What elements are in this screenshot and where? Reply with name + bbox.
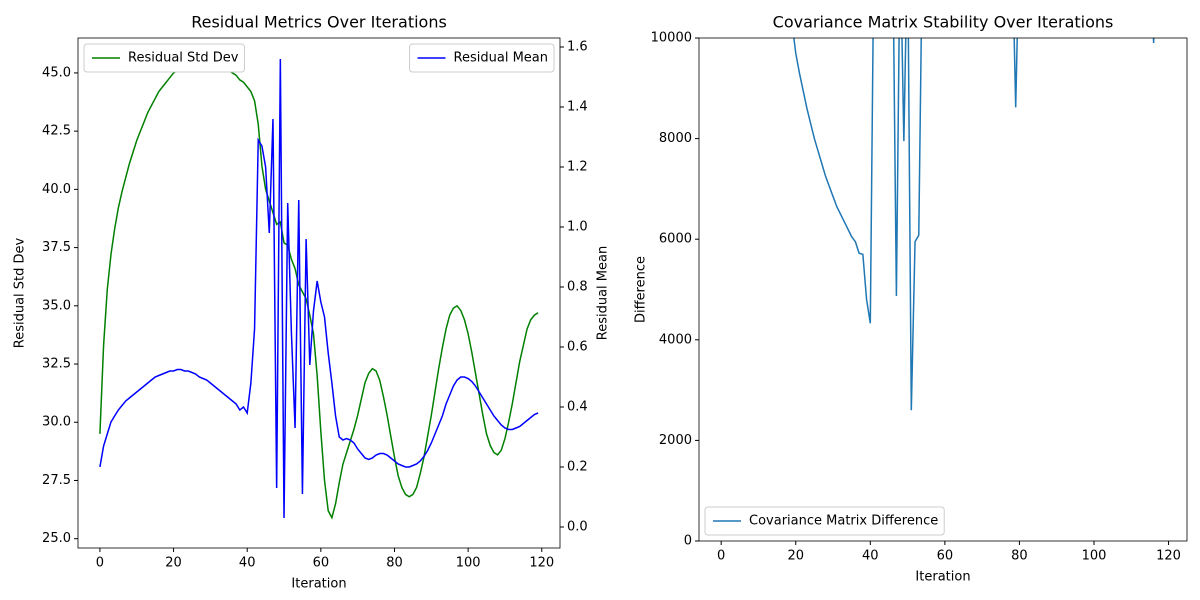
x-tick-label: 40 [862, 549, 879, 564]
y2-tick-label: 0.6 [567, 340, 588, 355]
y2-tick-label: 0.4 [567, 400, 588, 415]
legend-label: Residual Mean [454, 51, 548, 66]
y2-axis-label: Residual Mean [596, 246, 611, 340]
y-tick-label: 30.0 [42, 415, 71, 430]
y2-tick-label: 0.0 [567, 520, 588, 535]
axes-frame [698, 37, 1188, 542]
legend-label: Residual Std Dev [128, 51, 239, 66]
x-tick-label: 20 [787, 549, 804, 564]
y2-tick-label: 1.4 [567, 100, 588, 115]
y-tick-label: 6000 [659, 232, 692, 247]
x-tick-label: 60 [937, 549, 954, 564]
y-tick-label: 42.5 [42, 124, 71, 139]
y2-tick-label: 1.6 [567, 40, 588, 55]
series-line [99, 58, 539, 519]
x-tick-label: 120 [1156, 549, 1181, 564]
legend-box [704, 506, 945, 536]
y-tick-label: 40.0 [42, 182, 71, 197]
y-axis-label: Difference [634, 256, 649, 323]
y2-tick-label: 1.2 [567, 160, 588, 175]
y2-tick-label: 0.2 [567, 460, 588, 475]
y-tick-label: 0 [684, 534, 692, 549]
axes-frame [77, 37, 561, 549]
series-line [99, 60, 539, 520]
y-axis-label: Residual Std Dev [13, 237, 28, 348]
y-tick-label: 37.5 [42, 240, 71, 255]
y2-tick-label: 1.0 [567, 220, 588, 235]
series-line [793, 38, 1155, 411]
y-tick-label: 4000 [659, 332, 692, 347]
x-axis-label: Iteration [291, 577, 346, 592]
y-tick-label: 2000 [659, 433, 692, 448]
x-tick-label: 20 [165, 556, 182, 571]
x-tick-label: 80 [1011, 549, 1028, 564]
y2-tick-label: 0.8 [567, 280, 588, 295]
legend-box [409, 43, 555, 73]
y-tick-label: 25.0 [42, 531, 71, 546]
x-tick-label: 0 [717, 549, 725, 564]
legend-label: Covariance Matrix Difference [749, 514, 938, 529]
legend: Residual Mean [409, 43, 555, 73]
legend: Covariance Matrix Difference [704, 506, 945, 536]
y-tick-label: 8000 [659, 131, 692, 146]
y-tick-label: 35.0 [42, 298, 71, 313]
chart-title: Residual Metrics Over Iterations [191, 13, 447, 32]
x-tick-label: 0 [96, 556, 104, 571]
x-tick-label: 40 [239, 556, 256, 571]
y-tick-label: 45.0 [42, 65, 71, 80]
chart-title: Covariance Matrix Stability Over Iterati… [773, 13, 1114, 32]
legend: Residual Std Dev [83, 43, 245, 73]
x-tick-label: 120 [529, 556, 554, 571]
x-tick-label: 100 [456, 556, 481, 571]
y-tick-label: 32.5 [42, 357, 71, 372]
x-tick-label: 100 [1082, 549, 1107, 564]
legend-box [83, 43, 245, 73]
y-tick-label: 10000 [651, 31, 692, 46]
x-tick-label: 60 [313, 556, 330, 571]
y-tick-label: 27.5 [42, 473, 71, 488]
x-tick-label: 80 [386, 556, 403, 571]
x-axis-label: Iteration [915, 570, 970, 585]
